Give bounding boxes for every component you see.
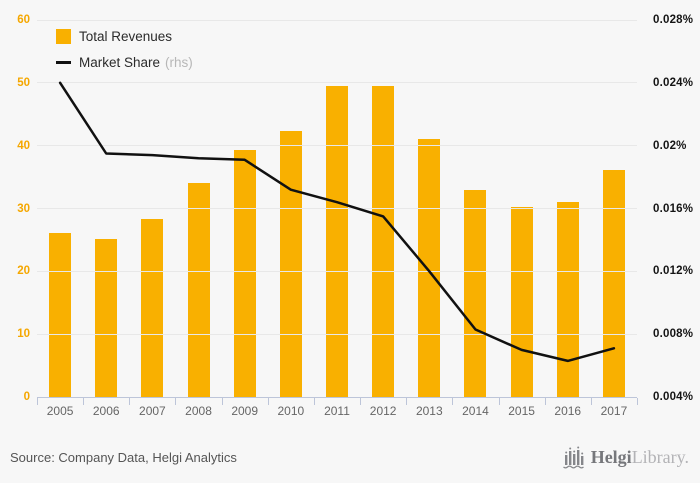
bar-2005 — [49, 233, 72, 397]
x-axis-label: 2013 — [415, 404, 443, 418]
x-axis-label: 2008 — [185, 404, 212, 418]
x-axis-label: 2007 — [139, 404, 166, 418]
logo-text: HelgiLibrary. — [591, 447, 689, 468]
source-caption: Source: Company Data, Helgi Analytics — [10, 450, 237, 465]
bar-2007 — [141, 219, 164, 397]
legend: Total Revenues Market Share (rhs) — [56, 28, 193, 80]
bar-2006 — [95, 239, 118, 397]
gridline — [37, 82, 637, 84]
x-axis-tick — [313, 398, 315, 405]
left-axis-tick-label: 0 — [23, 391, 30, 403]
bar-swatch-icon — [56, 28, 71, 44]
legend-item-market-share: Market Share (rhs) — [56, 54, 193, 70]
bar-chart-logo-icon — [562, 446, 584, 469]
x-axis-label: 2005 — [46, 404, 74, 418]
bar-2015 — [510, 207, 533, 397]
legend-label: Market Share — [79, 54, 161, 70]
legend-label: Total Revenues — [79, 28, 173, 44]
left-axis-tick-label: 10 — [17, 328, 30, 341]
bar-2008 — [187, 182, 210, 397]
gridline — [37, 145, 637, 147]
x-axis-label: 2012 — [369, 404, 397, 418]
x-axis-tick — [406, 398, 408, 405]
gridline — [37, 208, 637, 209]
bar-2016 — [556, 202, 579, 397]
x-axis-tick — [452, 398, 454, 405]
x-axis-tick — [175, 398, 177, 405]
x-axis-tick — [498, 398, 500, 405]
gridline — [37, 333, 637, 335]
x-axis-label: 2010 — [277, 404, 305, 418]
legend-rhs-suffix: (rhs) — [165, 54, 193, 70]
x-axis-label: 2009 — [231, 404, 259, 418]
right-axis-tick-label: 0.024% — [653, 76, 694, 89]
logo-text-light: Library. — [631, 446, 689, 467]
bar-2017 — [602, 170, 625, 397]
logo-text-bold: Helgi — [590, 446, 632, 467]
x-axis-tick — [129, 398, 131, 405]
x-axis-tick — [267, 398, 269, 405]
bar-2013 — [418, 138, 441, 397]
bar-2014 — [464, 190, 487, 397]
left-axis-tick-label: 30 — [17, 202, 30, 215]
legend-item-total-revenues: Total Revenues — [56, 28, 193, 44]
left-axis-tick-label: 50 — [17, 76, 30, 89]
right-axis-tick-label: 0.004% — [653, 391, 694, 403]
right-axis-tick-label: 0.016% — [653, 202, 694, 215]
x-axis-tick — [360, 398, 362, 405]
x-axis-label: 2011 — [324, 404, 350, 418]
left-axis-tick-label: 40 — [17, 139, 30, 152]
right-axis-tick-label: 0.012% — [653, 265, 694, 278]
x-axis-label: 2006 — [92, 404, 120, 418]
left-axis-tick-label: 20 — [17, 265, 30, 278]
helgi-library-logo: HelgiLibrary. — [562, 444, 689, 470]
x-axis-tick — [590, 398, 592, 405]
x-axis-label: 2016 — [554, 404, 582, 418]
x-axis-tick — [544, 398, 546, 405]
right-axis-tick-label: 0.02% — [653, 139, 687, 152]
x-axis-label: 2015 — [508, 404, 535, 418]
right-axis-tick-label: 0.008% — [653, 328, 694, 341]
x-axis-tick — [221, 398, 223, 405]
bar-2012 — [372, 85, 395, 397]
x-axis-tick — [637, 398, 638, 405]
x-axis-label: 2017 — [600, 404, 628, 418]
x-axis-tick — [37, 398, 38, 405]
x-axis-tick — [83, 398, 85, 405]
x-axis-label: 2014 — [462, 404, 489, 418]
x-axis-line — [37, 397, 637, 398]
bar-2011 — [326, 85, 348, 397]
bar-2009 — [233, 150, 256, 397]
gridline — [37, 19, 637, 21]
right-axis-tick-label: 0.028% — [653, 14, 694, 26]
line-swatch-icon — [56, 60, 71, 64]
gridline — [37, 270, 637, 272]
bar-2010 — [279, 131, 302, 397]
left-axis-tick-label: 60 — [17, 14, 30, 26]
